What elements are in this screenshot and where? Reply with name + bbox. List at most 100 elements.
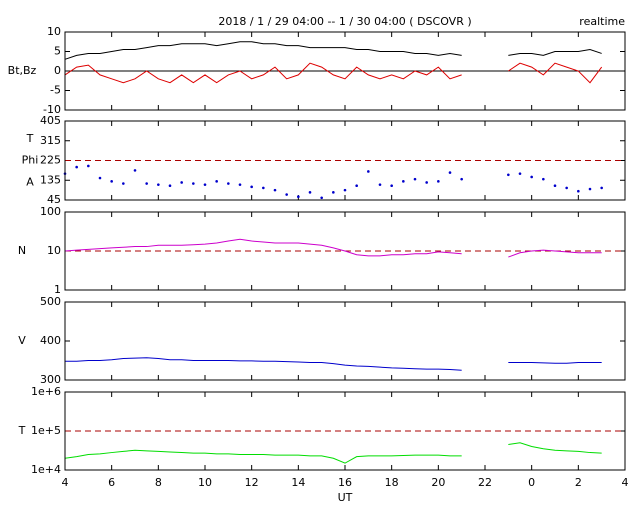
data-point [402,180,405,183]
plot-frame [64,31,626,111]
y-tick-label: 10 [47,244,61,257]
y-tick-label: 5 [54,45,61,58]
data-point [413,177,417,181]
data-point [553,184,557,188]
data-line [508,442,602,454]
x-tick-label: 2 [575,476,582,489]
y-axis-label: V [18,334,26,347]
data-point [437,180,440,183]
x-tick-label: 12 [245,476,259,489]
y-tick-label: 0 [54,64,61,77]
x-tick-label: 20 [431,476,445,489]
data-point [588,187,592,191]
data-point [273,188,277,192]
data-point [227,182,230,185]
plot-frame [64,301,626,381]
plot-frame [64,120,626,201]
data-line [64,449,462,464]
data-point [565,186,568,190]
data-point [285,193,288,196]
data-point [238,183,242,186]
data-point [215,180,218,183]
data-point [110,180,113,183]
x-tick-label: 6 [108,476,115,489]
y-tick-label: 1e+5 [31,424,61,437]
data-point [378,183,382,186]
data-point [577,189,580,193]
data-point [157,183,160,186]
y-axis-label: N [18,244,26,257]
y-tick-label: 405 [40,114,61,127]
data-line [508,361,602,364]
y-tick-label: 300 [40,373,61,386]
x-tick-label: 14 [291,476,305,489]
data-point [297,195,300,199]
data-point [133,169,137,172]
data-line [64,238,462,257]
data-point [168,184,172,188]
x-tick-label: 4 [62,476,69,489]
data-line [508,49,602,56]
data-point [308,191,312,194]
annotation: realtime [579,15,625,28]
y-axis-label: T [18,424,26,437]
data-point [250,185,253,189]
data-point [122,182,125,185]
y-axis-label: T [26,132,34,145]
data-point [542,177,545,181]
y-tick-label: -5 [50,84,61,97]
y-tick-label: 1e+4 [31,463,61,476]
y-axis-label: A [26,175,34,188]
y-tick-label: 45 [47,193,61,206]
y-axis-label: Phi [22,154,39,167]
data-line [64,41,462,60]
x-tick-label: 10 [198,476,212,489]
x-tick-label: 18 [385,476,399,489]
data-point [507,173,510,177]
data-point [320,196,323,200]
data-point [460,177,463,181]
x-tick-label: 0 [528,476,535,489]
y-tick-label: 1e+6 [31,385,61,398]
data-point [180,181,183,184]
x-tick-label: 22 [478,476,492,489]
y-tick-label: 400 [40,334,61,347]
data-line [64,62,462,84]
x-tick-label: 16 [338,476,352,489]
x-axis-label: UT [338,491,353,504]
x-tick-label: 8 [155,476,162,489]
data-point [367,170,370,173]
data-point [600,186,603,190]
data-point [530,175,533,179]
data-point [332,191,335,194]
chart-title: 2018 / 1 / 29 04:00 -- 1 / 30 04:00 ( DS… [218,15,471,28]
y-tick-label: 10 [47,25,61,38]
y-tick-label: 500 [40,295,61,308]
y-tick-label: 135 [40,173,61,186]
plot-frame [64,211,626,291]
data-line [508,62,603,84]
data-point [192,182,195,185]
data-point [98,176,102,180]
data-point [75,165,78,169]
data-point [262,186,265,190]
y-tick-label: -10 [43,103,61,116]
data-point [87,164,90,168]
data-line [65,357,462,371]
x-tick-label: 4 [622,476,629,489]
y-tick-label: 315 [40,134,61,147]
data-point [355,184,358,188]
plot-frame [64,391,626,471]
data-line [508,249,602,258]
y-tick-label: 225 [40,154,61,167]
data-point [145,182,148,185]
y-axis-label: Bt,Bz [8,64,37,77]
data-point [425,181,428,184]
data-point [518,172,522,175]
data-point [448,171,452,174]
data-point [343,188,347,192]
data-point [390,184,393,188]
y-tick-label: 100 [40,205,61,218]
